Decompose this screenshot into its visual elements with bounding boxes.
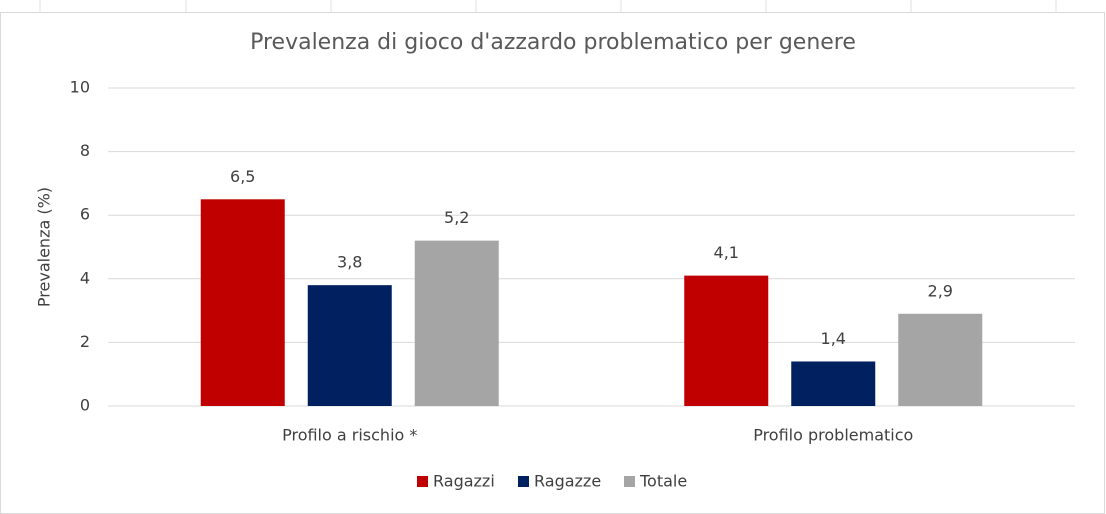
bar	[200, 199, 285, 406]
y-tick-label: 0	[80, 396, 90, 415]
y-tick-label: 2	[80, 332, 90, 351]
chart-title: Prevalenza di gioco d'azzardo problemati…	[250, 30, 856, 55]
bar	[414, 240, 499, 406]
data-label: 5,2	[444, 208, 469, 227]
data-label: 4,1	[714, 243, 739, 262]
legend-label: Ragazze	[534, 472, 601, 491]
legend-label: Ragazzi	[433, 472, 495, 491]
y-tick-label: 8	[80, 141, 90, 160]
legend-swatch	[417, 476, 428, 487]
legend-swatch	[518, 476, 529, 487]
bar	[307, 285, 392, 406]
legend-swatch	[624, 476, 635, 487]
data-label: 1,4	[821, 329, 846, 348]
y-tick-label: 4	[80, 268, 90, 287]
bar	[791, 361, 876, 406]
x-tick-label: Profilo a rischio *	[282, 426, 417, 445]
data-label: 2,9	[928, 281, 953, 300]
legend-label: Totale	[639, 472, 687, 491]
data-label: 3,8	[337, 253, 362, 272]
data-label: 6,5	[230, 167, 255, 186]
y-tick-label: 6	[80, 205, 90, 224]
sheet-cells	[39, 0, 1057, 12]
y-axis-label: Prevalenza (%)	[35, 187, 54, 307]
bar	[684, 275, 769, 406]
x-tick-label: Profilo problematico	[753, 426, 913, 445]
bar	[898, 313, 983, 406]
y-tick-label: 10	[70, 78, 90, 97]
